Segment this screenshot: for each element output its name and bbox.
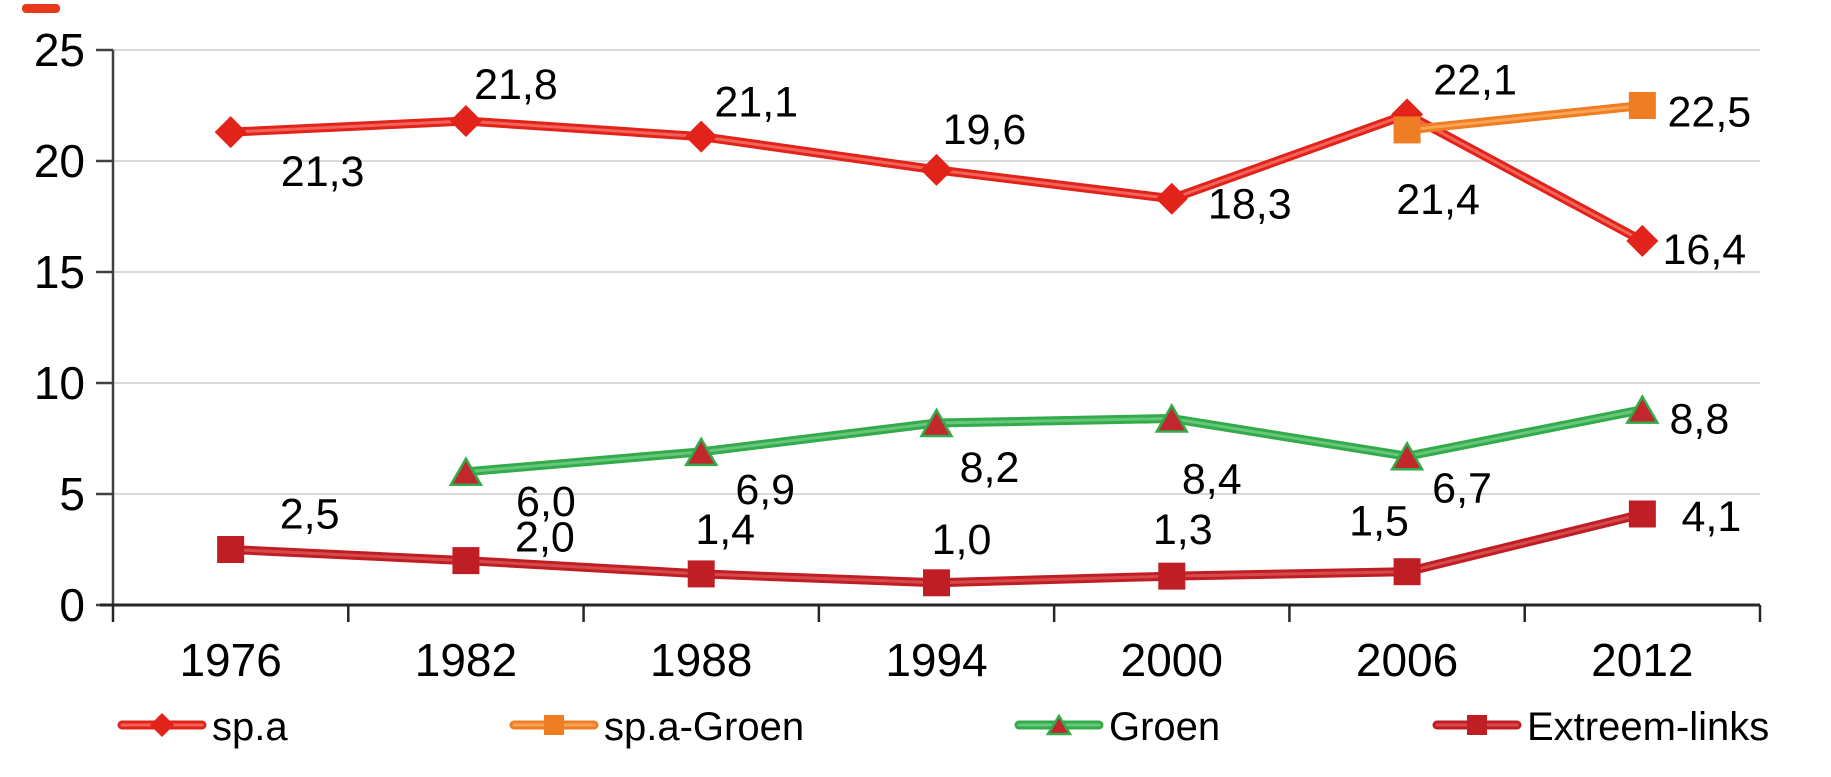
x-tick-label: 2006 <box>1356 634 1458 686</box>
data-point-marker <box>1389 440 1425 471</box>
data-point-marker <box>544 715 564 735</box>
data-point-marker <box>452 547 480 575</box>
data-point-marker <box>1045 713 1073 736</box>
data-label: 1,5 <box>1349 498 1409 546</box>
y-tick-label: 15 <box>34 246 85 298</box>
data-label: 1,0 <box>932 516 992 564</box>
data-label: 22,1 <box>1433 56 1517 104</box>
data-label: 1,3 <box>1153 506 1213 554</box>
legend-label: sp.a-Groen <box>604 705 804 749</box>
x-tick-label: 2012 <box>1591 634 1693 686</box>
series-line-highlight <box>1405 104 1644 132</box>
data-label: 6,7 <box>1432 464 1492 512</box>
corner-mark <box>22 4 60 13</box>
legend-label: Extreem-links <box>1527 705 1769 749</box>
data-point-marker <box>217 536 245 563</box>
data-label: 2,0 <box>515 514 575 562</box>
series-Groen: 6,0 6,9 8,2 8,4 6,7 8,8 <box>448 394 1729 526</box>
data-point-marker <box>1628 500 1656 528</box>
data-point-marker <box>448 456 484 487</box>
legend-label: Groen <box>1109 705 1220 749</box>
data-label: 16,4 <box>1663 226 1747 274</box>
data-point-marker <box>685 120 718 153</box>
series-sp.a: 21,3 21,8 21,1 19,6 18,3 22,1 16,4 <box>214 56 1747 274</box>
data-label: 8,2 <box>960 444 1020 492</box>
data-point-marker <box>919 407 954 438</box>
y-tick-label: 5 <box>59 468 85 520</box>
data-point-marker <box>920 153 953 186</box>
data-label: 21,8 <box>474 61 558 109</box>
data-point-marker <box>1393 558 1421 586</box>
data-point-marker <box>1626 224 1659 257</box>
data-label: 8,4 <box>1182 456 1242 504</box>
y-tick-label: 25 <box>34 24 85 76</box>
data-point-marker <box>1155 182 1188 215</box>
data-point-marker <box>1628 92 1656 119</box>
data-point-marker <box>923 569 950 597</box>
series-sp.a-Groen: 21,4 22,5 <box>1393 89 1752 224</box>
data-label: 21,4 <box>1396 176 1480 224</box>
data-label: 22,5 <box>1668 89 1752 137</box>
y-tick-label: 10 <box>34 357 85 409</box>
legend-item-Groen: Groen <box>1014 705 1220 749</box>
y-tick-label: 20 <box>34 135 85 187</box>
series-line <box>461 405 1647 477</box>
data-point-marker <box>150 713 174 737</box>
data-point-marker <box>1467 715 1487 735</box>
data-point-marker <box>1158 562 1186 590</box>
legend-item-sp.a-Groen: sp.a-Groen <box>509 705 804 749</box>
data-point-marker <box>687 560 715 588</box>
legend-item-sp.a: sp.a <box>117 705 288 749</box>
data-point-marker <box>1393 116 1421 144</box>
legend-item-Extreem-links: Extreem-links <box>1432 705 1769 749</box>
data-label: 8,8 <box>1669 396 1729 444</box>
data-point-marker <box>1625 394 1660 424</box>
data-label: 21,3 <box>281 148 365 196</box>
data-label: 6,9 <box>735 466 795 514</box>
data-label: 1,4 <box>695 506 755 554</box>
data-point-marker <box>214 116 247 149</box>
series-Extreem-links: 2,5 2,0 1,4 1,0 1,3 1,5 4,1 <box>217 491 1741 597</box>
series-line-highlight <box>464 408 1644 474</box>
data-label: 18,3 <box>1208 181 1292 229</box>
data-point-marker <box>684 436 719 467</box>
x-tick-label: 1976 <box>179 634 281 686</box>
x-tick-label: 2000 <box>1121 634 1223 686</box>
data-point-marker <box>449 105 482 138</box>
legend-label: sp.a <box>212 705 288 749</box>
x-tick-label: 1982 <box>415 634 517 686</box>
y-tick-label: 0 <box>59 579 85 631</box>
data-point-marker <box>1391 98 1424 131</box>
data-label: 4,1 <box>1681 493 1741 541</box>
data-label: 21,1 <box>714 79 798 127</box>
data-label: 6,0 <box>516 478 576 526</box>
data-label: 19,6 <box>943 106 1027 154</box>
x-tick-label: 1988 <box>650 634 752 686</box>
x-tick-label: 1994 <box>885 634 987 686</box>
data-label: 2,5 <box>280 491 340 539</box>
data-point-marker <box>1154 403 1189 433</box>
